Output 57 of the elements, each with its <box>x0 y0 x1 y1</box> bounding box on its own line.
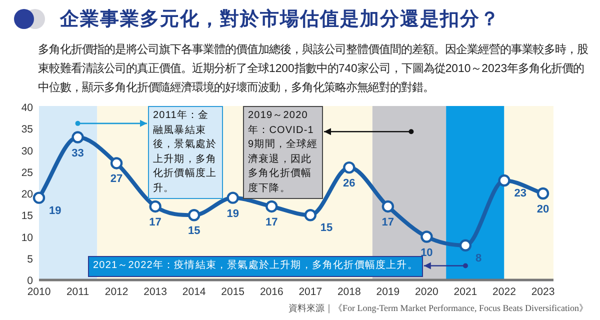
x-tick-label: 2010 <box>27 286 51 298</box>
y-tick-label: 40 <box>21 102 34 114</box>
point <box>32 192 46 204</box>
point <box>382 200 394 213</box>
point <box>459 239 472 252</box>
x-tick-label: 2019 <box>376 286 400 298</box>
x-tick-label: 2018 <box>337 286 361 298</box>
y-tick-label: 15 <box>21 210 34 222</box>
x-tick-label: 2015 <box>221 286 245 298</box>
data-label: 17 <box>382 216 394 228</box>
y-tick-label: 5 <box>27 253 34 266</box>
point <box>498 174 510 187</box>
y-tick-label: 25 <box>21 166 34 179</box>
point <box>420 230 433 243</box>
x-tick-label: 2023 <box>531 286 555 298</box>
data-label: 15 <box>320 222 333 234</box>
data-label: 15 <box>188 225 200 238</box>
y-tick-label: 35 <box>21 124 34 136</box>
x-tick-label: 2013 <box>144 286 168 298</box>
point <box>149 200 162 213</box>
point <box>110 157 123 170</box>
y-tick-label: 10 <box>21 232 34 244</box>
x-tick-label: 2022 <box>492 286 516 298</box>
data-label: 27 <box>110 173 123 186</box>
y-tick-label: 20 <box>21 188 34 200</box>
data-label: 10 <box>420 246 433 259</box>
x-tick-label: 2020 <box>415 286 439 298</box>
data-label: 17 <box>265 216 278 228</box>
data-label: 19 <box>226 208 239 220</box>
point <box>266 200 278 213</box>
data-label: 33 <box>72 147 84 160</box>
x-tick-label: 2014 <box>182 286 206 298</box>
chart-subtitle: 多角化折價指的是將公司旗下各事業體的價值加總後，與該公司整體價值間的差額。因企業經營的事業較多時，股東較難看清該公司的真正價值。近期分析了全球1200指數中的740家公司，下圖為從2010～2023年多角化折價的中位數，顯示多角化折價隨經濟環境的好壞而波動，多角化策略亦無絕對的對錯。 <box>38 42 589 96</box>
x-tick-label: 2017 <box>298 286 322 298</box>
data-label: 17 <box>149 216 162 228</box>
source-note: 資料來源｜《For Long-Term Market Performance, Focus Beats Diversification》 <box>288 302 588 315</box>
data-label: 26 <box>343 178 356 190</box>
y-tick-label: 30 <box>21 145 34 158</box>
data-label: 19 <box>49 204 62 217</box>
data-label: 23 <box>514 188 526 200</box>
y-tick-label: 0 <box>27 275 34 287</box>
point <box>72 131 84 144</box>
point <box>343 161 356 174</box>
annotation: 2021～2022年：疫情結束，景氣處於上升期，多角化折價幅度上升。 <box>93 260 418 271</box>
x-tick-label: 2012 <box>104 286 128 298</box>
point <box>188 209 200 222</box>
annotation: 2011年：金融風暴結束後，景氣處於上升期，多角化折價幅度上升。 <box>148 106 223 199</box>
x-tick-label: 2011 <box>66 286 90 298</box>
annotation: 2019～2020年：COVID-19期間，全球經濟衰退，因此多角化折價幅度下降。 <box>243 106 323 199</box>
point <box>226 192 239 204</box>
data-label: 8 <box>475 252 482 264</box>
point <box>304 209 316 222</box>
x-tick-label: 2016 <box>260 286 284 298</box>
x-tick-label: 2021 <box>454 286 478 298</box>
data-label: 20 <box>536 204 550 216</box>
chart-title: 企業事業多元化，對於市場估值是加分還是扣分？ <box>60 8 500 32</box>
point <box>536 187 550 200</box>
